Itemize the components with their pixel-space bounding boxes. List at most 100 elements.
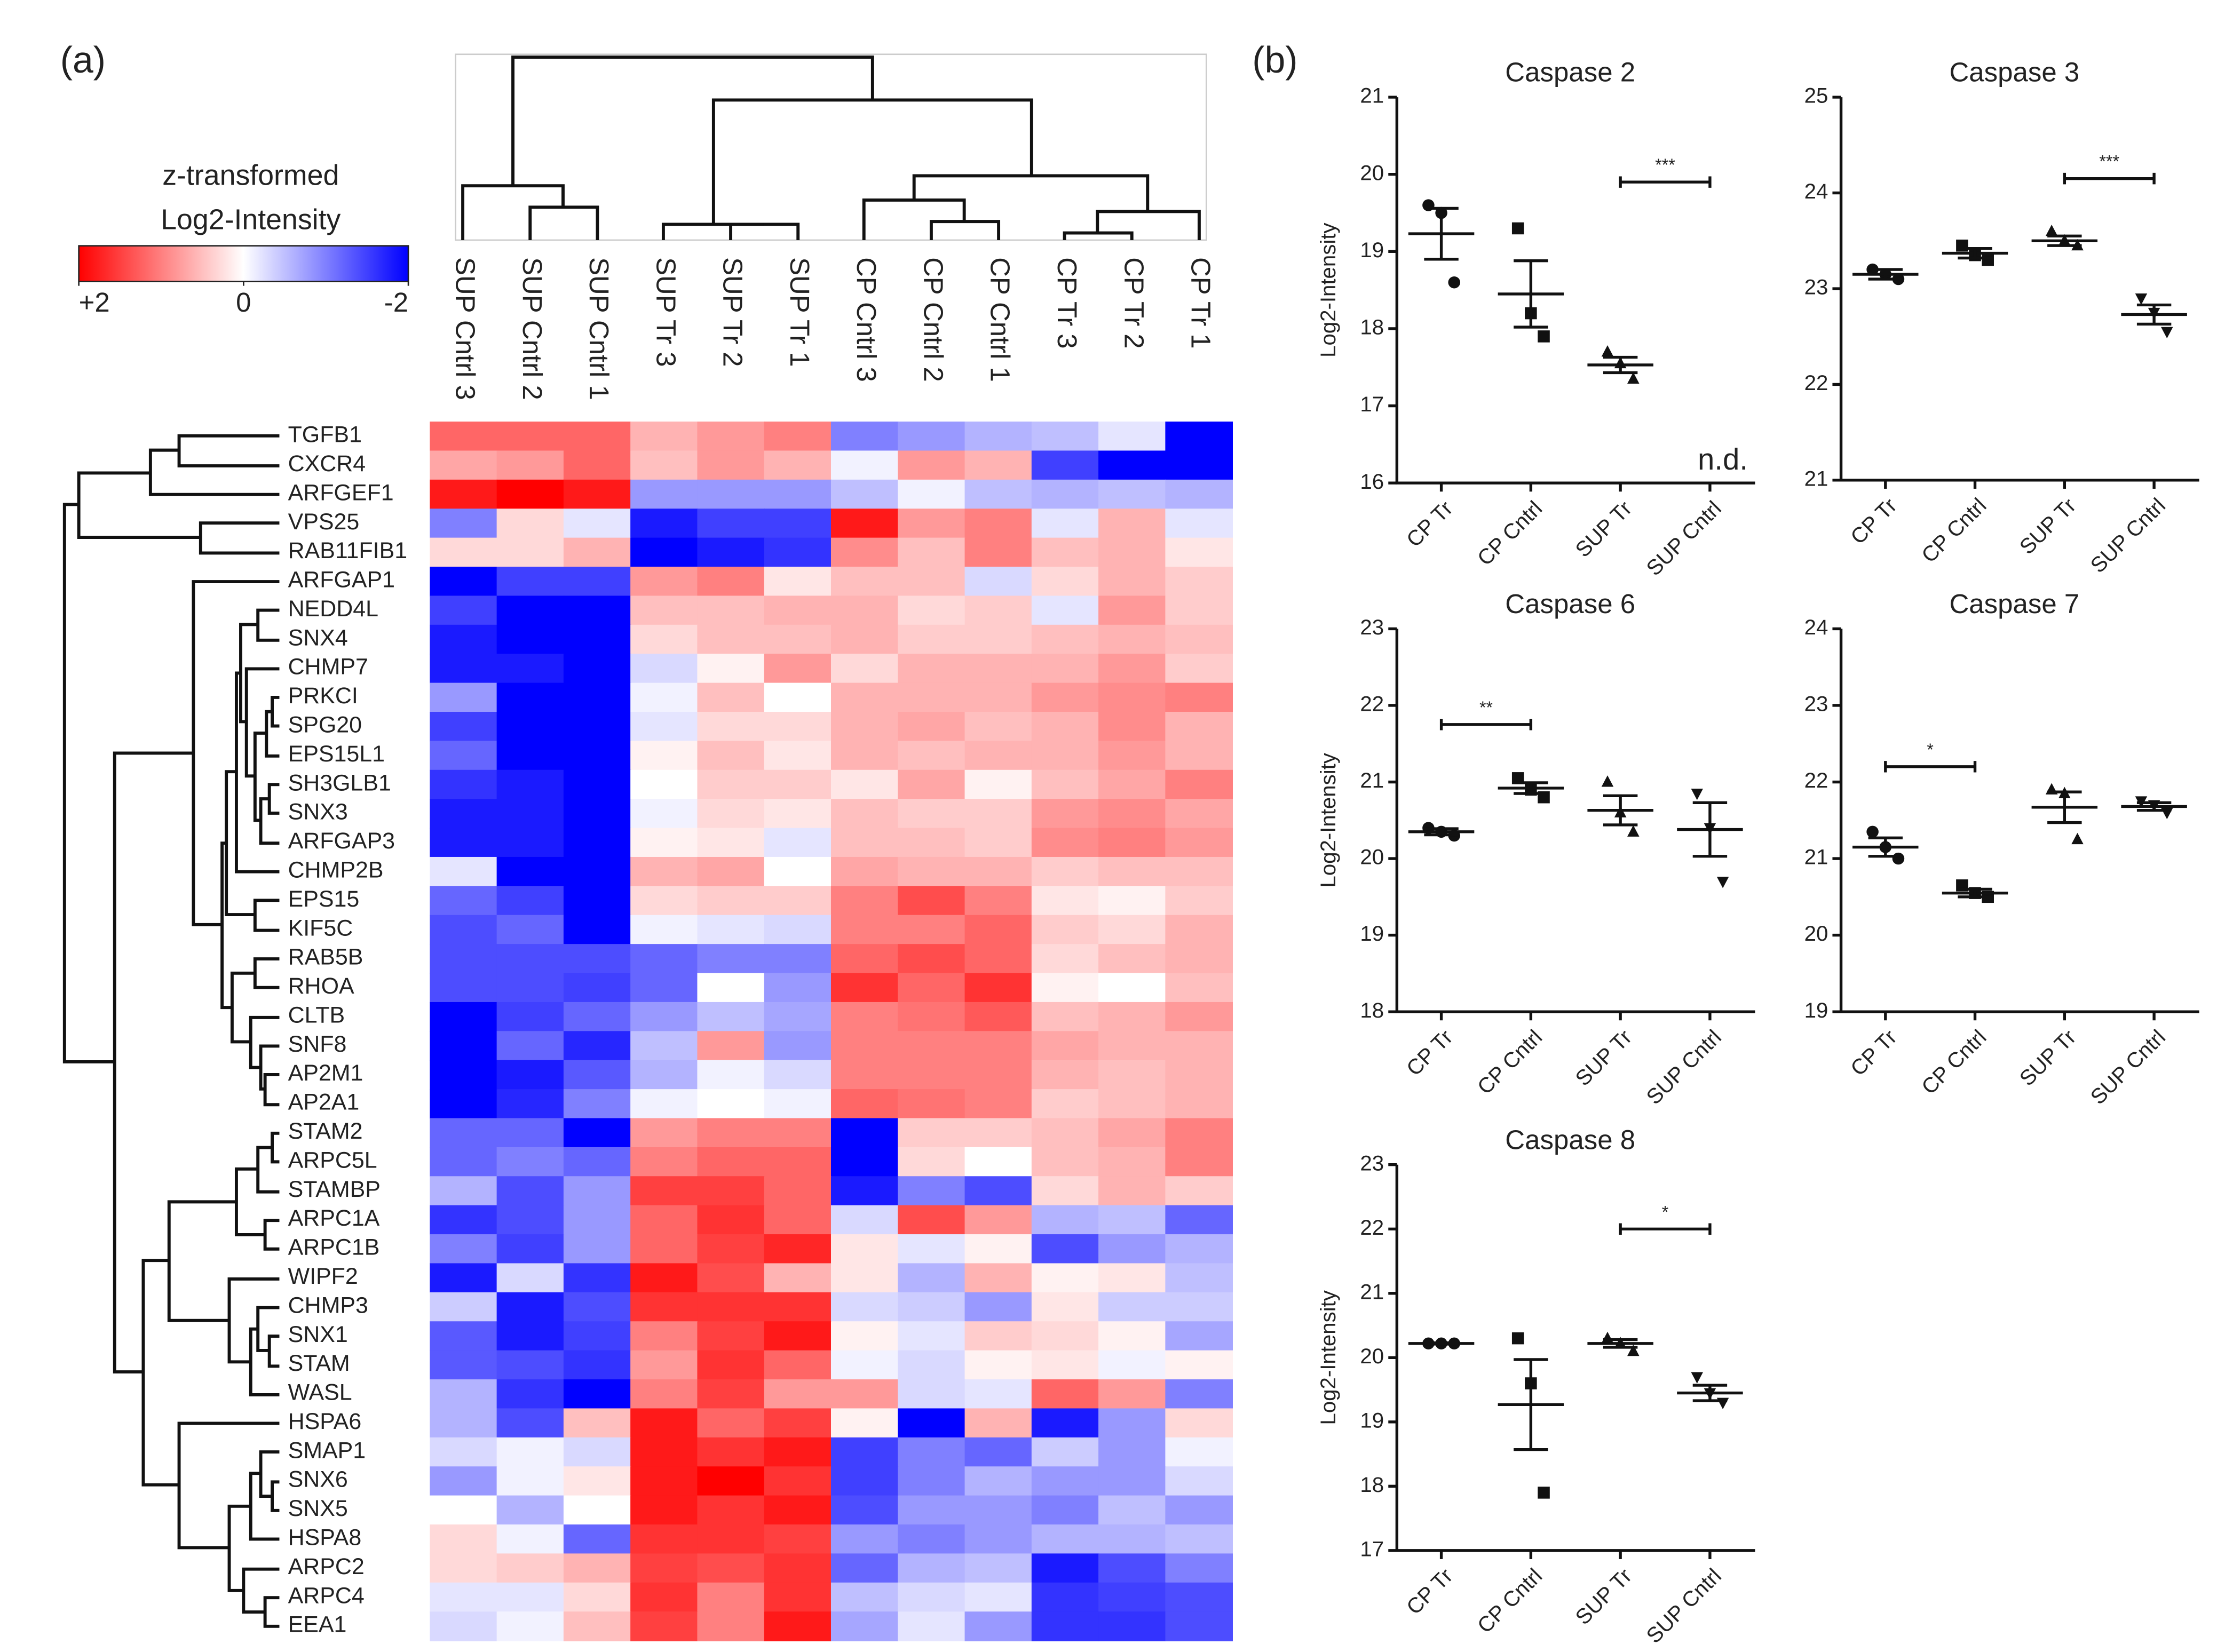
heatmap-cell xyxy=(1165,1582,1233,1613)
heatmap-cell xyxy=(563,944,631,974)
heatmap-cell xyxy=(764,1350,832,1380)
heatmap-cell xyxy=(563,1176,631,1206)
heatmap-cell xyxy=(830,944,899,974)
heatmap-cell xyxy=(630,1553,698,1584)
heatmap-cell xyxy=(830,1582,899,1613)
data-point xyxy=(1601,775,1614,787)
panel-label: (b) xyxy=(1252,39,1297,81)
row-label: EPS15 xyxy=(288,886,360,912)
heatmap-cell xyxy=(1098,1321,1166,1351)
colorbar-tick-label: +2 xyxy=(79,287,110,317)
heatmap-cell xyxy=(496,1263,565,1293)
heatmap-cell xyxy=(1165,509,1233,538)
heatmap-cell xyxy=(697,915,765,945)
heatmap-cell xyxy=(1098,1292,1166,1322)
heatmap-cell xyxy=(898,479,965,510)
heatmap-cell xyxy=(1098,1524,1166,1554)
data-point xyxy=(1601,1331,1614,1344)
heatmap-cell xyxy=(898,422,965,451)
x-tick-label: CP Tr xyxy=(1401,1564,1457,1619)
heatmap-cell xyxy=(764,915,832,945)
data-point xyxy=(1511,772,1524,784)
row-label: RAB5B xyxy=(288,944,363,970)
heatmap-cell xyxy=(1165,624,1233,655)
heatmap-cell xyxy=(630,537,698,568)
heatmap-cell xyxy=(697,509,765,538)
error-bar xyxy=(1424,206,1459,261)
row-label: PRKCI xyxy=(288,683,358,709)
heatmap-cell xyxy=(964,595,1033,626)
heatmap-cell xyxy=(1165,711,1233,742)
heatmap-cell xyxy=(1098,1118,1166,1148)
heatmap-cell xyxy=(898,915,965,945)
row-label: CHMP3 xyxy=(288,1292,368,1318)
heatmap-cell xyxy=(496,1292,565,1322)
heatmap-cell xyxy=(1098,1495,1166,1526)
data-point xyxy=(1601,345,1614,357)
heatmap-cell xyxy=(1098,595,1166,626)
heatmap-cell xyxy=(898,567,965,597)
heatmap-cell xyxy=(697,799,765,829)
colorbar-title: z-transformed xyxy=(162,159,339,191)
data-point xyxy=(2045,224,2058,236)
x-tick-label: SUP Cntrl xyxy=(1642,1564,1726,1648)
y-tick-label: 19 xyxy=(1360,1408,1384,1432)
heatmap-cell xyxy=(563,537,631,568)
heatmap-cell xyxy=(964,1060,1033,1090)
heatmap-cell xyxy=(697,1379,765,1409)
heatmap-cell xyxy=(1165,479,1233,510)
significance-bracket xyxy=(1884,761,1977,773)
heatmap-cell xyxy=(830,1524,899,1554)
heatmap-cell xyxy=(1031,1263,1099,1293)
heatmap-cell xyxy=(764,856,832,887)
heatmap-cell xyxy=(830,422,899,451)
heatmap-cell xyxy=(1165,1205,1233,1235)
significance-label: *** xyxy=(1655,155,1675,174)
heatmap-cell xyxy=(964,1031,1033,1061)
row-label: SH3GLB1 xyxy=(288,770,391,796)
heatmap-cell xyxy=(496,741,565,771)
y-axis-label: Log2-Intensity xyxy=(1316,223,1340,358)
heatmap-cell xyxy=(630,886,698,916)
heatmap-cell xyxy=(430,1582,497,1613)
y-tick-label: 21 xyxy=(1360,84,1384,108)
x-tick-label: SUP Cntrl xyxy=(1642,496,1726,581)
heatmap-cell xyxy=(697,1408,765,1439)
column-label: CP Tr 3 xyxy=(1052,257,1082,349)
heatmap-cell xyxy=(1031,567,1099,597)
heatmap-cell xyxy=(1098,1437,1166,1467)
data-point xyxy=(2135,293,2148,305)
heatmap-cell xyxy=(1031,1466,1099,1496)
heatmap-cell xyxy=(1031,886,1099,916)
heatmap-cell xyxy=(964,1553,1033,1584)
heatmap-cell xyxy=(1031,1350,1099,1380)
heatmap-cell xyxy=(898,1321,965,1351)
heatmap-cell xyxy=(563,624,631,655)
colorbar xyxy=(78,245,409,282)
heatmap-cell xyxy=(563,1437,631,1467)
heatmap-cell xyxy=(496,1234,565,1264)
heatmap-cell xyxy=(1098,450,1166,481)
chart-title: Caspase 8 xyxy=(1505,1124,1635,1155)
heatmap-cell xyxy=(1031,1118,1099,1148)
heatmap-cell xyxy=(898,769,965,800)
heatmap-cell xyxy=(630,1437,698,1467)
heatmap-cell xyxy=(1165,1263,1233,1293)
heatmap-cell xyxy=(1165,567,1233,597)
row-label: SNX3 xyxy=(288,799,348,825)
heatmap-cell xyxy=(1098,741,1166,771)
heatmap-cell xyxy=(764,1292,832,1322)
significance-label: * xyxy=(1927,740,1934,759)
heatmap-cell xyxy=(496,1524,565,1554)
heatmap-cell xyxy=(496,1611,565,1641)
heatmap-cell xyxy=(1098,1176,1166,1206)
heatmap-cell xyxy=(964,1611,1033,1641)
heatmap-cell xyxy=(964,479,1033,510)
row-label: ARFGEF1 xyxy=(288,480,394,505)
row-label: CHMP2B xyxy=(288,857,384,883)
heatmap-cell xyxy=(1031,828,1099,858)
heatmap-cell xyxy=(630,828,698,858)
heatmap-cell xyxy=(1098,1031,1166,1061)
heatmap-cell xyxy=(1031,1176,1099,1206)
heatmap-cell xyxy=(630,1321,698,1351)
